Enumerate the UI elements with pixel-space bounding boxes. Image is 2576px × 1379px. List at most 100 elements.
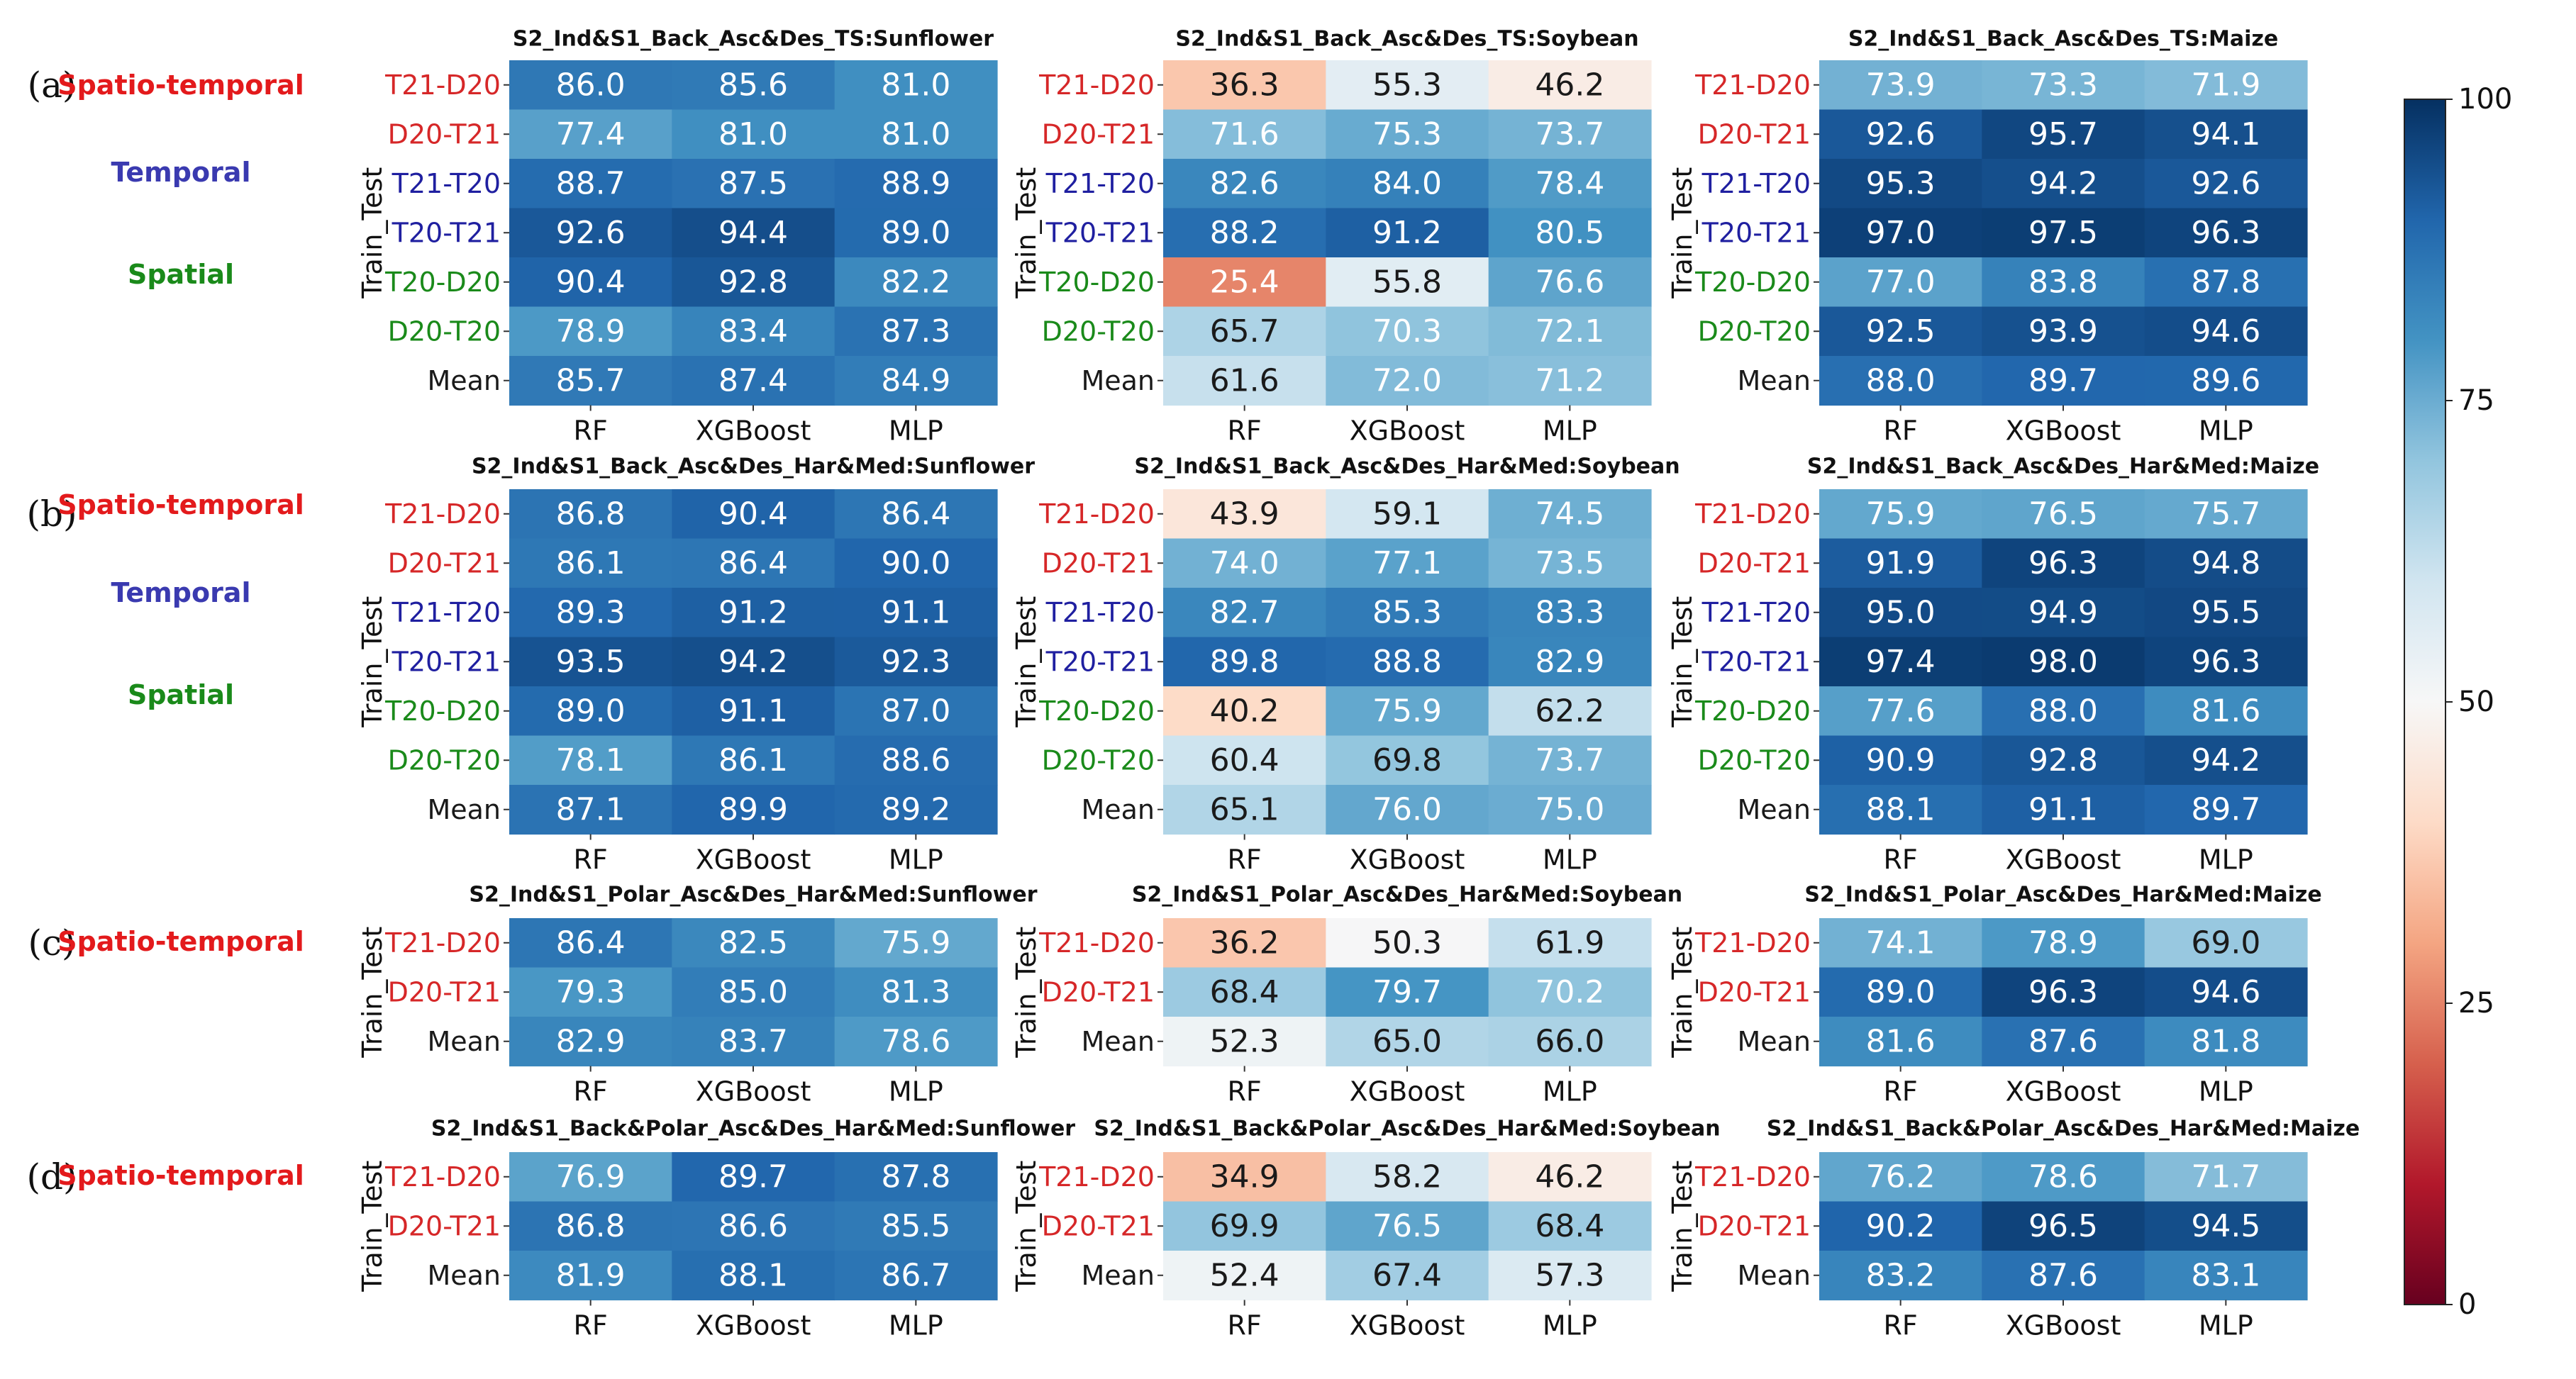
cell-value-label: 77.1	[1372, 545, 1442, 581]
cell-value-label: 59.1	[1372, 496, 1442, 532]
row-tick-label: T20-T21	[1045, 217, 1155, 248]
cell-value-label: 75.9	[1866, 496, 1936, 532]
heatmap-cell	[1163, 208, 1326, 258]
heatmap-cell	[672, 208, 835, 258]
heatmap-cell	[1163, 785, 1326, 835]
colorbar: 0 25 50 75 100	[2404, 83, 2512, 1321]
heatmap-cell	[1163, 1017, 1326, 1067]
heatmap-cell	[509, 356, 672, 406]
heatmap-cell	[1326, 109, 1489, 160]
column-tick-label: MLP	[1543, 1310, 1597, 1341]
heatmap-cell	[1326, 686, 1489, 737]
y-axis-label: Train_Test	[1011, 927, 1042, 1059]
heatmap-cell	[509, 1152, 672, 1202]
heatmap-cell	[2144, 686, 2308, 737]
cell-value-label: 60.4	[1210, 742, 1279, 778]
cell-value-label: 94.6	[2191, 974, 2260, 1010]
cell-value-label: 82.6	[1210, 165, 1279, 201]
heatmap-cell	[509, 785, 672, 835]
cell-value-label: 55.8	[1372, 264, 1442, 300]
heatmap-cell	[1982, 60, 2145, 111]
heatmap-cell	[1982, 918, 2145, 968]
column-tick-label: RF	[1884, 1310, 1918, 1341]
group-1: (b)Spatio-temporal Temporal Spatial S2_Ind&…	[26, 454, 2319, 876]
heatmap-cell	[1326, 637, 1489, 687]
heatmap-cell	[1982, 538, 2145, 588]
heatmap-cell	[1163, 356, 1326, 406]
panel-title: S2_Ind&S1_Polar_Asc&Des_Har&Med:Maize	[1804, 883, 2321, 908]
cell-value-label: 79.3	[556, 974, 626, 1010]
cell-value-label: 58.2	[1372, 1159, 1442, 1195]
row-tick-label: D20-T21	[1042, 118, 1155, 150]
cell-value-label: 89.9	[718, 791, 788, 827]
column-tick-label: RF	[1228, 844, 1262, 876]
cell-value-label: 75.3	[1372, 116, 1442, 152]
cell-value-label: 65.7	[1210, 313, 1279, 350]
heatmap-panel: S2_Ind&S1_Polar_Asc&Des_Har&Med:Maize 74.…	[1667, 883, 2322, 1107]
cell-value-label: 89.3	[556, 594, 626, 630]
y-axis-label: Train_Test	[357, 167, 388, 299]
cell-value-label: 71.7	[2191, 1159, 2260, 1195]
heatmap-cell	[1326, 306, 1489, 357]
heatmap-cell	[834, 538, 998, 588]
colorbar-bar	[2404, 99, 2446, 1305]
heatmap-cell	[1163, 538, 1326, 588]
heatmap-cell	[1982, 109, 2145, 160]
heatmap-cell	[1163, 159, 1326, 209]
row-tick-label: D20-T21	[1698, 976, 1811, 1007]
heatmap-cell	[509, 159, 672, 209]
heatmap-cell	[509, 686, 672, 737]
cell-value-label: 96.5	[2028, 1208, 2098, 1244]
cell-value-label: 85.0	[718, 974, 788, 1010]
cell-value-label: 95.3	[1866, 165, 1936, 201]
cell-value-label: 93.9	[2028, 313, 2098, 350]
cell-value-label: 97.0	[1866, 215, 1936, 251]
heatmap-cell	[1488, 159, 1652, 209]
row-tick-label: Mean	[1081, 365, 1155, 396]
heatmap-cell	[1819, 588, 1982, 638]
heatmap-cell	[2144, 356, 2308, 406]
row-tick-label: T21-D20	[1038, 69, 1155, 101]
row-tick-label: T21-D20	[1694, 1161, 1811, 1193]
heatmap-cell	[2144, 538, 2308, 588]
heatmap-cell	[1819, 785, 1982, 835]
heatmap-panel: S2_Ind&S1_Back&Polar_Asc&Des_Har&Med:Soy…	[1011, 1117, 1721, 1341]
heatmap-cell	[672, 735, 835, 786]
panel-title: S2_Ind&S1_Polar_Asc&Des_Har&Med:Sunflowe…	[469, 883, 1037, 908]
heatmap-cell	[2144, 785, 2308, 835]
row-tick-label: Mean	[1737, 1260, 1811, 1291]
cell-value-label: 88.1	[718, 1257, 788, 1293]
row-tick-label: D20-T20	[1698, 744, 1811, 776]
cell-value-label: 55.3	[1372, 67, 1442, 103]
heatmap-cell	[2144, 967, 2308, 1017]
row-tick-label: T20-T21	[1045, 646, 1155, 677]
heatmap-cell	[834, 967, 998, 1017]
colorbar-tick-label: 50	[2458, 686, 2494, 718]
group-0: (a)Spatio-temporal Temporal Spatial S2_Ind&…	[28, 27, 2308, 447]
heatmap-cell	[834, 306, 998, 357]
row-tick-label: T20-D20	[1694, 267, 1811, 298]
cell-value-label: 88.1	[1866, 791, 1936, 827]
heatmap-cell	[672, 1017, 835, 1067]
cell-value-label: 86.4	[556, 925, 626, 961]
heatmap-cell	[509, 538, 672, 588]
heatmap-cell	[672, 967, 835, 1017]
colorbar-tick-label: 75	[2458, 384, 2494, 417]
cell-value-label: 74.1	[1866, 925, 1936, 961]
row-tick-label: T21-D20	[384, 498, 501, 530]
column-tick-label: MLP	[1543, 1076, 1597, 1107]
cell-value-label: 43.9	[1210, 496, 1279, 532]
cell-value-label: 73.3	[2028, 67, 2098, 103]
heatmap-cell	[1982, 686, 2145, 737]
heatmap-cell	[834, 735, 998, 786]
cell-value-label: 87.3	[881, 313, 950, 350]
cell-value-label: 91.1	[718, 693, 788, 729]
heatmap-cell	[672, 588, 835, 638]
row-tick-label: T20-D20	[1038, 267, 1155, 298]
column-tick-label: XGBoost	[2006, 844, 2121, 876]
heatmap-cell	[509, 637, 672, 687]
cell-value-label: 92.8	[2028, 742, 2098, 778]
column-tick-label: RF	[1884, 844, 1918, 876]
cell-value-label: 92.6	[1866, 116, 1936, 152]
heatmap-cell	[1819, 1152, 1982, 1202]
